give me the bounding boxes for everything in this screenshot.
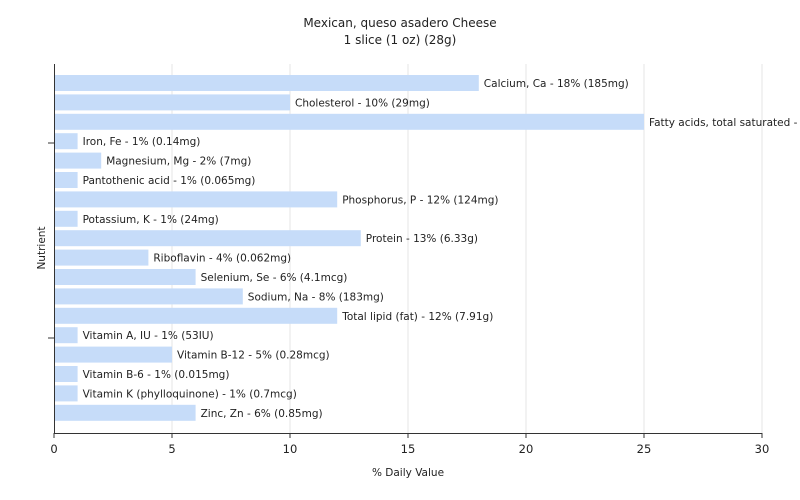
x-tick-label: 10 (283, 442, 298, 456)
chart-title: Mexican, queso asadero Cheese (303, 16, 496, 30)
bar (55, 191, 338, 208)
bar (55, 385, 78, 402)
chart-subtitle: 1 slice (1 oz) (28g) (344, 33, 457, 47)
bar (55, 172, 78, 188)
x-tick-label: 5 (168, 442, 175, 456)
bar-label: Vitamin A, IU - 1% (53IU) (83, 330, 214, 342)
bar (55, 152, 102, 169)
bar (55, 366, 78, 382)
bar-label: Potassium, K - 1% (24mg) (83, 214, 219, 226)
bar (55, 75, 479, 91)
bar (55, 327, 78, 344)
bar-label: Calcium, Ca - 18% (185mg) (484, 78, 629, 90)
bar-label: Magnesium, Mg - 2% (7mg) (106, 156, 251, 168)
y-axis-title: Nutrient (36, 226, 48, 269)
bar-label: Pantothenic acid - 1% (0.065mg) (83, 175, 256, 187)
bar (55, 210, 78, 227)
axes: 0 5 10 15 20 25 30 (48, 64, 769, 456)
bar-label: Iron, Fe - 1% (0.14mg) (83, 136, 201, 148)
x-tick-label: 15 (401, 442, 416, 456)
bar-label: Cholesterol - 10% (29mg) (295, 97, 430, 109)
bar (55, 288, 243, 305)
bar-label: Fatty acids, total saturated - 25% (5.02… (649, 117, 800, 129)
x-tick-label: 0 (50, 442, 57, 456)
bar (55, 113, 644, 130)
x-axis-title: % Daily Value (372, 467, 444, 479)
bar (55, 269, 196, 285)
bar (55, 94, 290, 111)
bar-label: Vitamin K (phylloquinone) - 1% (0.7mcg) (83, 388, 297, 400)
bar-label: Phosphorus, P - 12% (124mg) (342, 194, 498, 206)
x-tick-label: 25 (637, 442, 652, 456)
bars: Calcium, Ca - 18% (185mg) Cholesterol - 1… (55, 75, 800, 421)
bar-label: Riboflavin - 4% (0.062mg) (153, 253, 291, 265)
bar-label: Vitamin B-12 - 5% (0.28mcg) (177, 350, 330, 362)
bar (55, 346, 172, 363)
bar (55, 404, 196, 421)
bar-label: Zinc, Zn - 6% (0.85mg) (201, 408, 323, 420)
bar-label: Selenium, Se - 6% (4.1mcg) (201, 272, 348, 284)
bar-label: Total lipid (fat) - 12% (7.91g) (341, 311, 493, 323)
bar-label: Vitamin B-6 - 1% (0.015mg) (83, 369, 230, 381)
bar (55, 230, 361, 247)
bar (55, 307, 338, 324)
x-tick-label: 30 (755, 442, 770, 456)
bar-label: Protein - 13% (6.33g) (366, 233, 478, 245)
bar-label: Sodium, Na - 8% (183mg) (248, 291, 384, 303)
bar (55, 249, 149, 266)
x-tick-label: 20 (519, 442, 534, 456)
bar (55, 133, 78, 150)
